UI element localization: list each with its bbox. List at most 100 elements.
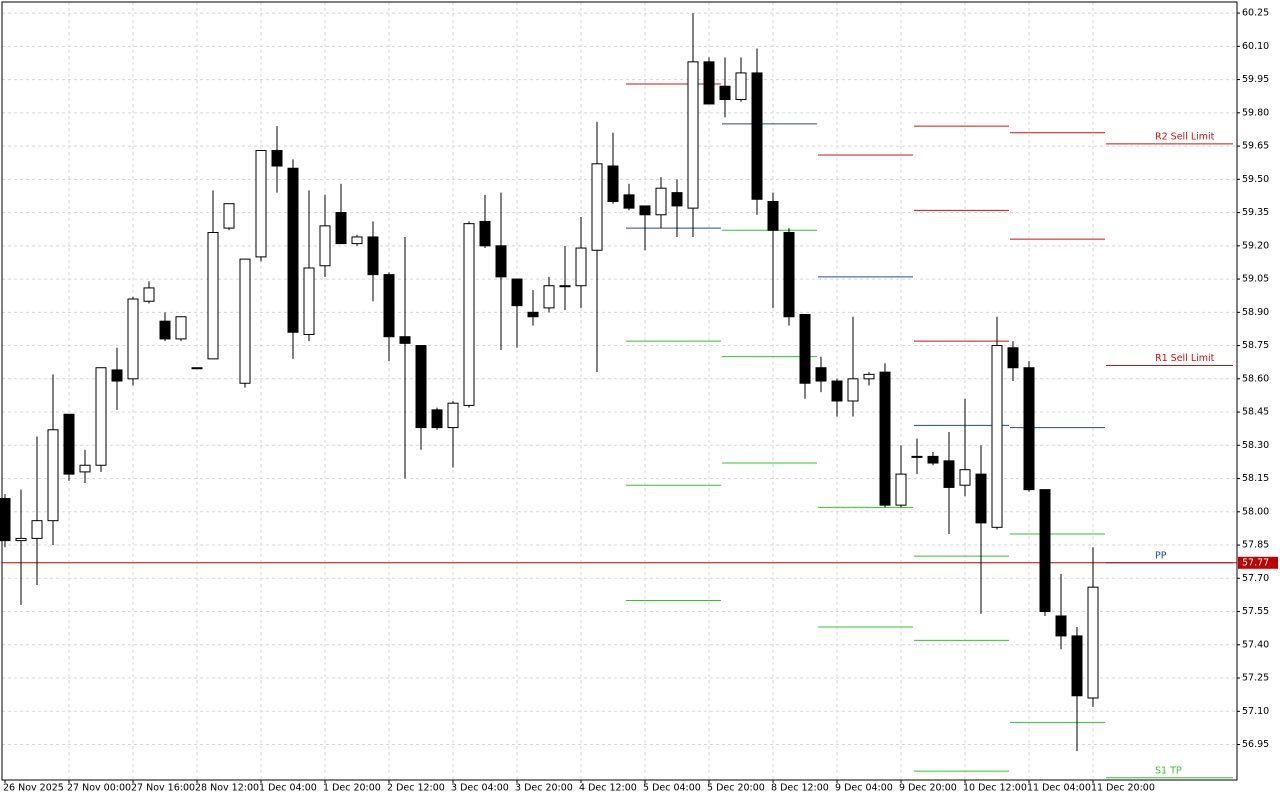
candle-body [1087,586,1099,699]
y-tick-label: 57.25 [1242,673,1269,684]
y-tick-label: 58.75 [1242,340,1269,351]
y-tick-label: 59.50 [1242,174,1269,185]
x-tick-label: 10 Dec 12:00 [963,783,1027,794]
x-tick-label: 27 Nov 00:00 [67,783,131,794]
candle-body [1007,347,1019,369]
candle-body [559,285,571,288]
candle-body [351,236,363,245]
candle-body [95,367,107,466]
candle-body [271,150,283,167]
y-tick-label: 59.05 [1242,274,1269,285]
x-tick-label: 11 Dec 04:00 [1027,783,1091,794]
candle-body [687,61,699,209]
x-tick-label: 1 Dec 20:00 [323,783,381,794]
y-tick-label: 56.95 [1242,739,1269,750]
candle-body [1055,615,1067,637]
candle-body [575,247,587,287]
y-tick-label: 58.60 [1242,373,1269,384]
candle-body [79,464,91,473]
pivot-label: PP [1155,550,1167,561]
y-tick-label: 58.00 [1242,506,1269,517]
candle-body [831,380,843,402]
pivot-label: S1 TP [1155,765,1182,776]
x-tick-label: 2 Dec 12:00 [387,783,445,794]
y-tick-label: 59.65 [1242,141,1269,152]
candle-body [15,537,27,542]
x-tick-label: 26 Nov 2025 [3,783,64,794]
candle-body [543,285,555,309]
candle-body [607,165,619,202]
candle-body [303,267,315,335]
candle-body [159,320,171,340]
candle-body [655,187,667,216]
y-tick-label: 59.95 [1242,74,1269,85]
candle-body [239,258,251,384]
candle-body [335,212,347,245]
candle-body [479,220,491,247]
y-tick-label: 57.85 [1242,540,1269,551]
last-price-tag [1238,556,1278,569]
candle-body [1039,489,1051,613]
candle-body [143,287,155,302]
candle-body [399,336,411,344]
x-tick-label: 5 Dec 04:00 [643,783,701,794]
candle-body [959,469,971,486]
candle-body [463,223,475,406]
x-tick-label: 9 Dec 04:00 [835,783,893,794]
candle-body [863,373,875,380]
candle-body [879,371,891,506]
candle-body [975,473,987,524]
y-tick-label: 58.15 [1242,473,1269,484]
candle-body [111,369,123,382]
candle-body [943,460,955,488]
candle-body [719,85,731,101]
candle-body [47,429,59,522]
candle-body [191,367,203,370]
candle-body [255,150,267,258]
candle-body [751,72,763,200]
x-tick-label: 28 Nov 12:00 [195,783,259,794]
candle-body [511,278,523,307]
candle-body [591,163,603,251]
y-tick-label: 58.30 [1242,440,1269,451]
candle-body [815,367,827,382]
x-tick-label: 9 Dec 20:00 [899,783,957,794]
y-tick-label: 60.25 [1242,8,1269,19]
candles [0,13,1099,752]
candle-body [287,167,299,333]
candle-body [1023,367,1035,491]
plot-border [1,1,1238,781]
pivot-label: R2 Sell Limit [1155,131,1215,142]
candle-body [735,72,747,101]
candle-body [767,200,779,231]
candle-body [415,345,427,429]
x-tick-label: 5 Dec 20:00 [707,783,765,794]
candle-body [847,378,859,402]
candle-body [0,498,11,542]
x-tick-label: 3 Dec 20:00 [515,783,573,794]
x-tick-label: 11 Dec 20:00 [1091,783,1155,794]
candle-body [623,194,635,209]
last-price-label: 57.77 [1242,557,1269,568]
candle-body [31,520,43,539]
candle-body [319,225,331,267]
y-tick-label: 57.40 [1242,639,1269,650]
candle-body [175,316,187,340]
candle-body [671,192,683,207]
candle-body [783,232,795,318]
candle-body [495,245,507,278]
x-tick-label: 8 Dec 12:00 [771,783,829,794]
pivot-label: R1 Sell Limit [1155,353,1215,364]
y-tick-label: 58.90 [1242,307,1269,318]
x-tick-label: 3 Dec 04:00 [451,783,509,794]
y-tick-label: 59.80 [1242,107,1269,118]
candle-body [703,61,715,105]
y-tick-label: 58.45 [1242,407,1269,418]
y-tick-label: 60.10 [1242,41,1269,52]
candle-body [431,409,443,429]
y-tick-label: 57.70 [1242,573,1269,584]
candle-body [127,298,139,380]
y-tick-label: 57.55 [1242,606,1269,617]
